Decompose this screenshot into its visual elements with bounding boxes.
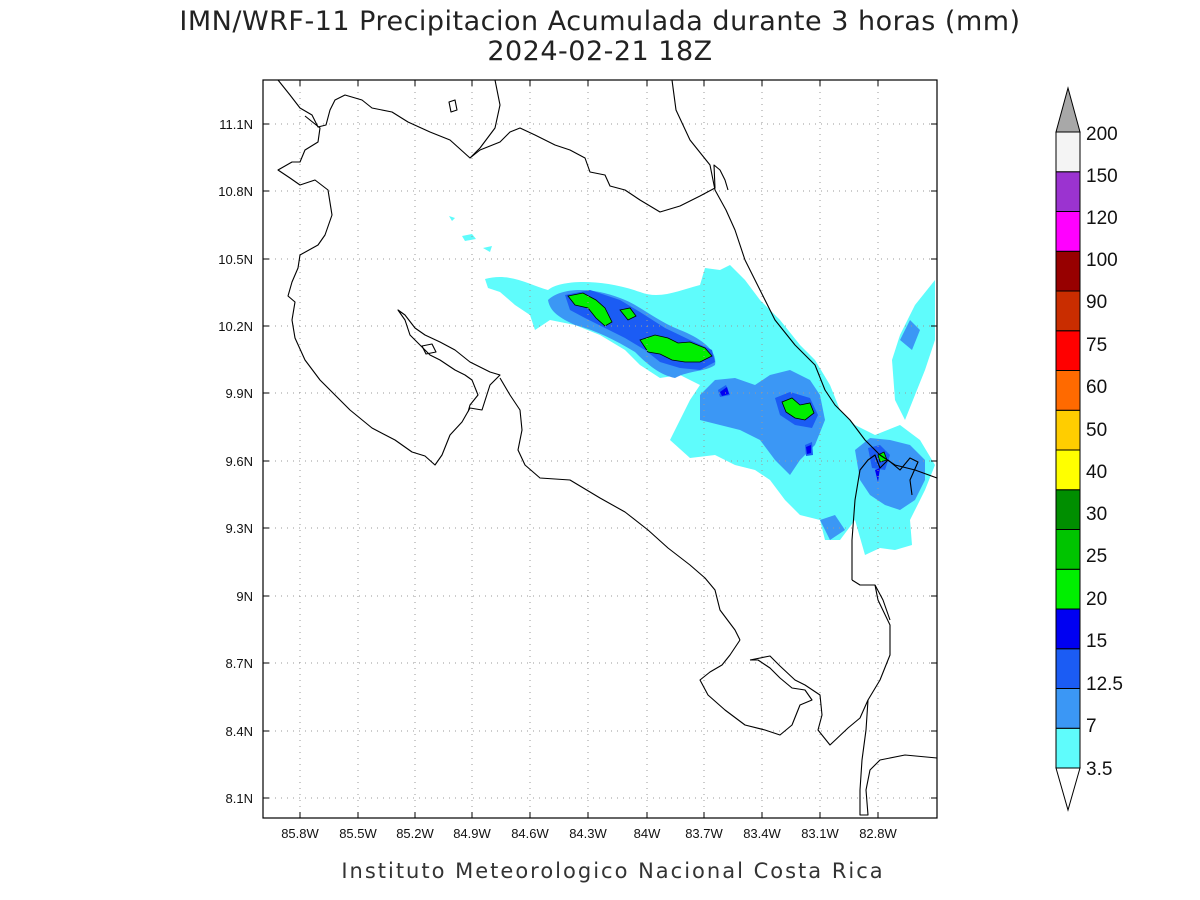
colorbar-box bbox=[1055, 489, 1081, 530]
colorbar-box bbox=[1055, 370, 1081, 411]
lat-label: 9.9N bbox=[226, 386, 253, 401]
lat-label: 9.3N bbox=[226, 521, 253, 536]
colorbar-box bbox=[1055, 568, 1081, 610]
colorbar-label: 100 bbox=[1086, 250, 1118, 271]
colorbar-label: 75 bbox=[1086, 335, 1107, 356]
lat-label: 9.6N bbox=[226, 454, 253, 469]
colorbar-label: 200 bbox=[1086, 124, 1118, 145]
colorbar-label: 40 bbox=[1086, 462, 1107, 483]
lat-label: 8.1N bbox=[226, 791, 253, 806]
lon-label: 84.9W bbox=[453, 826, 491, 841]
lon-label: 83.4W bbox=[743, 826, 781, 841]
map-title: IMN/WRF-11 Precipitacion Acumulada duran… bbox=[179, 6, 1020, 37]
lon-label: 84.6W bbox=[511, 826, 549, 841]
precip-band-20 bbox=[567, 292, 888, 463]
lon-label: 84.3W bbox=[569, 826, 607, 841]
map-frame bbox=[262, 79, 938, 819]
colorbar-box bbox=[1055, 688, 1081, 729]
lat-label: 8.4N bbox=[226, 724, 253, 739]
precip-band-15 bbox=[720, 387, 880, 482]
lon-label: 83.7W bbox=[685, 826, 723, 841]
colorbar-under-arrow bbox=[1055, 767, 1081, 812]
colorbar-label: 12.5 bbox=[1086, 674, 1123, 695]
lat-label: 10.2N bbox=[218, 319, 253, 334]
lon-label: 84W bbox=[634, 826, 661, 841]
colorbar-label: 7 bbox=[1086, 716, 1097, 737]
colorbar-box bbox=[1055, 409, 1081, 451]
colorbar-label: 3.5 bbox=[1086, 759, 1112, 780]
colorbar-box bbox=[1055, 608, 1081, 650]
colorbar-label: 50 bbox=[1086, 420, 1107, 441]
lat-label: 8.7N bbox=[226, 656, 253, 671]
colorbar-box bbox=[1055, 171, 1081, 212]
colorbar-box bbox=[1055, 131, 1081, 173]
colorbar-box bbox=[1055, 449, 1081, 491]
precip-band-3-5 bbox=[449, 216, 935, 555]
colorbar-label: 60 bbox=[1086, 377, 1107, 398]
colorbar-box bbox=[1055, 250, 1081, 292]
lat-label: 9N bbox=[236, 589, 253, 604]
lon-label: 85.8W bbox=[281, 826, 319, 841]
lon-label: 83.1W bbox=[801, 826, 839, 841]
longitude-labels: 85.8W 85.5W 85.2W 84.9W 84.6W 84.3W 84W … bbox=[281, 826, 897, 841]
colorbar-label: 20 bbox=[1086, 589, 1107, 610]
coastlines bbox=[277, 79, 938, 816]
colorbar-box bbox=[1055, 648, 1081, 689]
map-subtitle-date: 2024-02-21 18Z bbox=[487, 36, 712, 67]
lat-label: 10.8N bbox=[218, 184, 253, 199]
colorbar: 200 150 120 100 90 75 60 50 40 30 25 20 … bbox=[1055, 86, 1123, 812]
lon-label: 85.2W bbox=[396, 826, 434, 841]
lat-label: 10.5N bbox=[218, 252, 253, 267]
colorbar-label: 150 bbox=[1086, 166, 1118, 187]
colorbar-label: 90 bbox=[1086, 292, 1107, 313]
colorbar-label: 15 bbox=[1086, 631, 1107, 652]
lon-label: 82.8W bbox=[859, 826, 897, 841]
colorbar-box bbox=[1055, 727, 1081, 769]
map-gridlines bbox=[263, 80, 937, 818]
colorbar-label: 25 bbox=[1086, 546, 1107, 567]
lat-label: 11.1N bbox=[219, 117, 253, 132]
footer-credit: Instituto Meteorologico Nacional Costa R… bbox=[341, 859, 884, 883]
colorbar-label: 30 bbox=[1086, 504, 1107, 525]
lon-label: 85.5W bbox=[339, 826, 377, 841]
colorbar-box bbox=[1055, 211, 1081, 252]
colorbar-label: 120 bbox=[1086, 208, 1118, 229]
map-panel bbox=[262, 79, 938, 819]
colorbar-box bbox=[1055, 330, 1081, 371]
colorbar-over-arrow bbox=[1055, 86, 1081, 133]
latitude-labels: 11.1N 10.8N 10.5N 10.2N 9.9N 9.6N 9.3N 9… bbox=[218, 117, 253, 806]
colorbar-box bbox=[1055, 529, 1081, 570]
precipitation-field bbox=[449, 216, 935, 555]
colorbar-box bbox=[1055, 290, 1081, 332]
